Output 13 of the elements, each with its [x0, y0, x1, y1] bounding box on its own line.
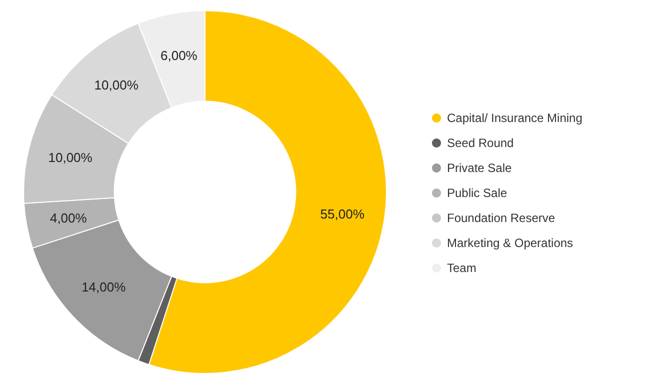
legend-label: Capital/ Insurance Mining — [447, 111, 582, 125]
legend-label: Team — [447, 261, 476, 275]
legend-label: Public Sale — [447, 186, 508, 200]
data-label: 10,00% — [94, 77, 139, 92]
legend-label: Foundation Reserve — [447, 211, 556, 225]
legend-label: Marketing & Operations — [447, 236, 574, 250]
legend-label: Seed Round — [447, 136, 514, 150]
data-label: 55,00% — [320, 206, 365, 222]
data-label: 4,00% — [50, 210, 88, 226]
data-label: 10,00% — [48, 150, 93, 165]
legend-label: Private Sale — [447, 161, 512, 175]
data-label: 6,00% — [160, 48, 198, 63]
data-label: 14,00% — [82, 280, 126, 295]
